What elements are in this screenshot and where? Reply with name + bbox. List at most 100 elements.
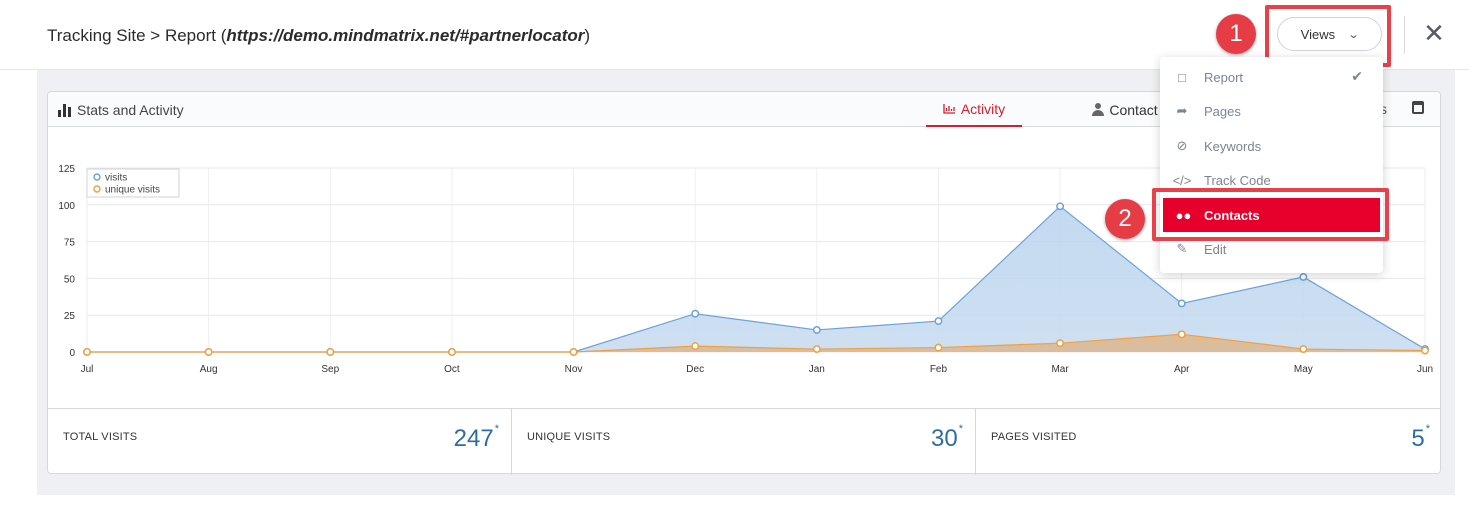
line-chart-icon: [943, 104, 955, 114]
unique-visits-point: [691, 342, 700, 351]
unique-visits-point: [1421, 346, 1429, 355]
user-icon: [1092, 103, 1105, 116]
unique-visits-point: [1056, 339, 1065, 348]
step-2-badge: 2: [1105, 199, 1145, 239]
stat-number: 5: [1411, 425, 1425, 452]
header-divider: [1404, 16, 1405, 54]
stat-value: 30*: [931, 423, 963, 453]
code-icon: </>: [1172, 172, 1192, 188]
visits-point: [1056, 202, 1065, 211]
x-tick-label: Jan: [809, 364, 825, 375]
y-tick-label: 25: [64, 311, 76, 322]
stat-label: TOTAL VISITS: [63, 431, 138, 443]
page-title-text: Tracking Site > Report (: [47, 26, 227, 45]
stat-unique-visits: UNIQUE VISITS 30*: [512, 409, 976, 475]
page-title-url: https://demo.mindmatrix.net/#partnerloca…: [226, 26, 585, 45]
legend-label: unique visits: [105, 185, 160, 196]
share-arrow-icon: ➦: [1176, 103, 1188, 118]
y-tick-label: 100: [58, 201, 75, 212]
tab-contact[interactable]: Contact: [1070, 92, 1180, 127]
edit-icon: ✎: [1176, 241, 1188, 256]
x-tick-label: Apr: [1174, 364, 1190, 375]
card-title-text: Stats and Activity: [77, 102, 184, 118]
unique-visits-point: [812, 345, 821, 354]
unique-visits-point: [447, 348, 456, 356]
unique-visits-line: [87, 333, 1426, 353]
unique-visits-point: [204, 348, 213, 356]
stat-total-visits: TOTAL VISITS 247*: [48, 409, 512, 475]
users-icon: ●●: [1175, 207, 1192, 223]
menu-item-edit[interactable]: ✎ Edit: [1160, 232, 1383, 266]
menu-item-label: Contacts: [1204, 207, 1260, 223]
unique-visits-area: [87, 334, 1425, 352]
stat-asterisk: *: [494, 423, 499, 435]
y-tick-label: 0: [69, 348, 75, 359]
x-tick-label: May: [1294, 364, 1313, 375]
unique-visits-point: [326, 348, 335, 356]
y-tick-label: 125: [58, 164, 75, 175]
visits-point: [691, 309, 700, 318]
stat-pages-visited: PAGES VISITED 5*: [976, 409, 1442, 475]
x-tick-label: Jul: [81, 364, 94, 375]
x-tick-label: Dec: [686, 364, 704, 375]
visits-point: [812, 325, 821, 334]
tab-contact-label: Contact: [1109, 101, 1158, 118]
menu-item-label: Pages: [1204, 103, 1241, 119]
menu-item-report[interactable]: □ Report ✔: [1160, 60, 1383, 94]
stat-value: 247*: [453, 423, 499, 453]
page-title: Tracking Site > Report (https://demo.min…: [47, 26, 590, 46]
legend-label: visits: [105, 173, 127, 184]
visits-point: [934, 317, 943, 326]
ban-icon: ⊘: [1176, 138, 1188, 153]
unique-visits-point: [1177, 330, 1186, 339]
step-1-badge: 1: [1216, 14, 1256, 54]
menu-item-label: Edit: [1204, 241, 1227, 257]
menu-item-contacts[interactable]: ●● Contacts: [1163, 198, 1380, 232]
menu-item-track-code[interactable]: </> Track Code: [1160, 163, 1383, 197]
unique-visits-point: [83, 348, 91, 356]
checkmark-icon: ✔: [1351, 68, 1363, 84]
views-dropdown-button[interactable]: Views ⌄: [1277, 17, 1382, 51]
chart-legend: [86, 168, 180, 198]
x-tick-label: Sep: [321, 364, 339, 375]
bar-chart-icon: □: [1178, 69, 1186, 85]
chevron-down-icon: ⌄: [1347, 29, 1360, 41]
x-tick-label: Nov: [565, 364, 583, 375]
menu-item-label: Keywords: [1204, 138, 1262, 154]
stat-number: 247: [453, 425, 494, 452]
x-tick-label: Oct: [444, 364, 460, 375]
stat-label: UNIQUE VISITS: [527, 431, 611, 443]
close-icon[interactable]: ✕: [1423, 18, 1445, 48]
y-tick-label: 50: [64, 274, 76, 285]
unique-visits-point: [1299, 345, 1308, 354]
visits-point: [1177, 299, 1186, 308]
y-tick-label: 75: [64, 238, 76, 249]
stat-asterisk: *: [958, 423, 963, 435]
x-tick-label: Mar: [1051, 364, 1069, 375]
visits-area: [87, 206, 1425, 352]
menu-item-label: Track Code: [1204, 172, 1271, 188]
legend-marker: [93, 173, 101, 181]
tab-partial-label[interactable]: s: [1380, 101, 1387, 117]
unique-visits-point: [569, 348, 578, 356]
views-dropdown-menu: □ Report ✔ ➦ Pages ⊘ Keywords </> Track …: [1160, 57, 1383, 273]
x-tick-label: Aug: [200, 364, 218, 375]
tab-activity-label: Activity: [960, 100, 1006, 117]
tab-activity[interactable]: Activity: [926, 92, 1022, 127]
stat-asterisk: *: [1425, 423, 1430, 435]
x-tick-label: Jun: [1417, 364, 1433, 375]
stats-row: TOTAL VISITS 247* UNIQUE VISITS 30* PAGE…: [48, 408, 1442, 475]
stat-label: PAGES VISITED: [991, 431, 1077, 443]
legend-marker: [93, 185, 101, 193]
unique-visits-point: [934, 343, 943, 352]
menu-item-label: Report: [1204, 69, 1244, 85]
menu-item-keywords[interactable]: ⊘ Keywords: [1160, 129, 1383, 163]
stat-number: 30: [931, 425, 958, 452]
card-title: Stats and Activity: [58, 102, 184, 118]
page-title-paren: ): [584, 26, 591, 45]
calendar-icon[interactable]: [1412, 101, 1424, 114]
menu-item-pages[interactable]: ➦ Pages: [1160, 94, 1383, 128]
stat-value: 5*: [1411, 423, 1430, 453]
x-tick-label: Feb: [930, 364, 948, 375]
visits-point: [1299, 272, 1308, 281]
